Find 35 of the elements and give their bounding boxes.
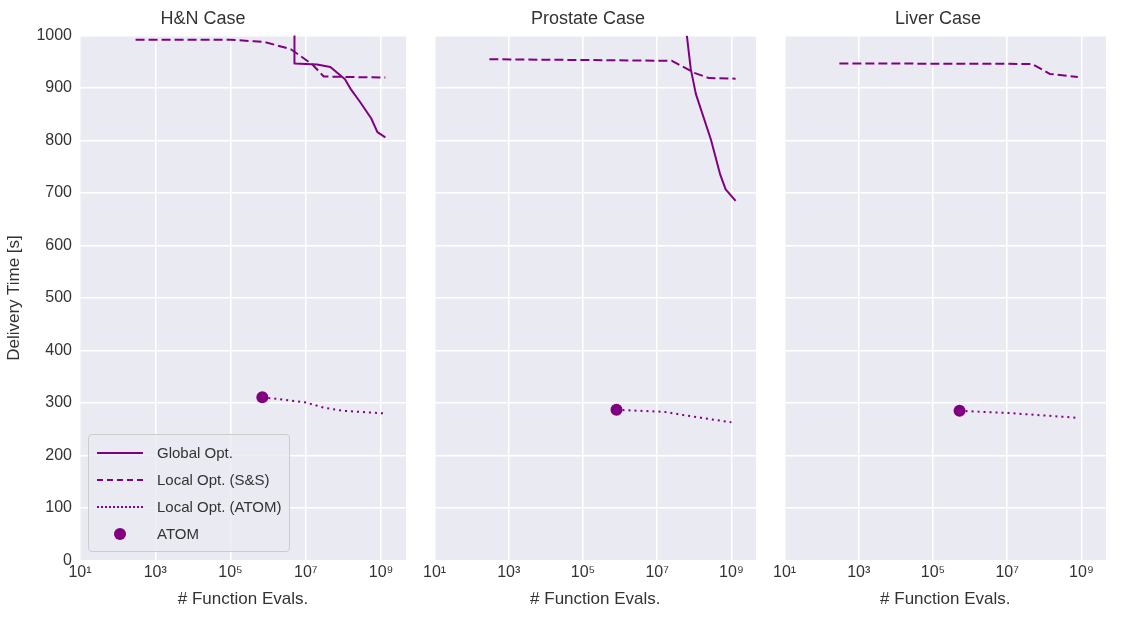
x-tick-label: 10⁵ (920, 563, 946, 581)
y-tick-label: 800 (45, 130, 73, 148)
x-tick-label: 10⁵ (570, 563, 596, 581)
x-axis-title: # Function Evals. (880, 589, 1011, 609)
chart-title: Liver Case (894, 7, 982, 28)
x-axis-title: # Function Evals. (177, 589, 309, 609)
x-tick-label: 10³ (143, 563, 168, 581)
x-tick-label: 10¹ (423, 563, 447, 581)
x-axis-title: # Function Evals. (530, 589, 661, 609)
legend-label: ATOM (156, 525, 199, 543)
legend-label: Global Opt. (156, 444, 233, 462)
y-tick-label: 200 (45, 445, 73, 463)
y-tick-label: 600 (45, 235, 73, 253)
legend-label: Local Opt. (S&S) (156, 471, 270, 489)
x-tick-label: 10¹ (773, 563, 797, 581)
x-tick-label: 10⁷ (645, 563, 670, 581)
x-tick-label: 10⁷ (995, 563, 1020, 581)
x-tick-label: 10⁹ (719, 563, 744, 581)
x-tick-label: 10⁹ (1069, 563, 1094, 581)
x-tick-label: 10³ (847, 563, 872, 581)
y-tick-label: 1000 (36, 26, 73, 44)
chart-title: H&N Case (160, 7, 246, 28)
legend-label: Local Opt. (ATOM) (156, 498, 282, 516)
y-tick-label: 700 (45, 183, 73, 201)
x-tick-label: 10³ (497, 563, 522, 581)
y-axis-title: Delivery Time [s] (3, 235, 23, 361)
y-tick-label: 500 (45, 288, 73, 306)
x-tick-label: 10⁷ (294, 563, 318, 581)
chart-title: Prostate Case (530, 7, 646, 28)
y-tick-label: 900 (45, 78, 73, 96)
x-tick-label: 10⁵ (218, 563, 243, 581)
y-tick-label: 100 (45, 498, 73, 516)
x-tick-label: 10⁹ (368, 563, 394, 581)
y-tick-label: 400 (45, 340, 73, 358)
y-tick-label: 300 (45, 393, 73, 411)
